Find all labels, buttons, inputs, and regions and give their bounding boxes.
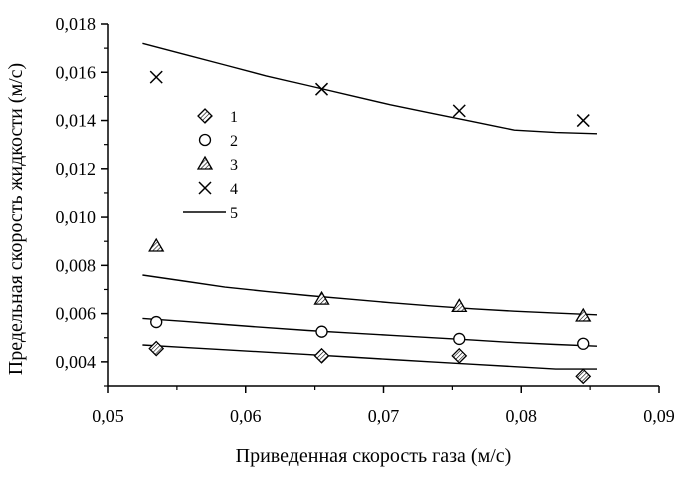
fit-line bbox=[142, 42, 598, 135]
legend-label: 2 bbox=[230, 133, 238, 150]
data-point-series-4 bbox=[576, 114, 590, 128]
tick-labels: 0,05 0,06 0,07 0,08 0,09 0,004 0,006 0,008 0,010… bbox=[56, 14, 675, 426]
data-point-series-4 bbox=[149, 70, 163, 84]
data-point-series-3 bbox=[451, 298, 468, 313]
data-point-series-1 bbox=[575, 368, 592, 385]
legend-label: 3 bbox=[230, 157, 238, 174]
legend: 1 2 3 4 5 bbox=[183, 108, 238, 222]
data-point-series-1 bbox=[451, 347, 468, 364]
data-points bbox=[148, 70, 592, 385]
y-tick-label: 0,014 bbox=[56, 111, 97, 131]
legend-label: 4 bbox=[230, 181, 238, 198]
data-point-series-3 bbox=[313, 290, 330, 305]
data-point-series-2 bbox=[150, 315, 163, 329]
legend-marker-1 bbox=[197, 108, 213, 124]
legend-label: 5 bbox=[230, 205, 238, 222]
fit-line bbox=[142, 344, 597, 370]
y-tick-label: 0,018 bbox=[56, 14, 97, 34]
fit-line bbox=[142, 317, 598, 347]
x-tick-label: 0,07 bbox=[368, 406, 400, 426]
legend-marker-3 bbox=[196, 155, 214, 170]
axes bbox=[101, 23, 660, 393]
y-tick-label: 0,004 bbox=[56, 352, 97, 372]
y-tick-label: 0,012 bbox=[56, 159, 97, 179]
data-point-series-4 bbox=[314, 82, 329, 96]
x-tick-label: 0,08 bbox=[506, 406, 538, 426]
x-tick-label: 0,05 bbox=[92, 406, 124, 426]
data-point-series-4 bbox=[452, 104, 466, 118]
y-tick-label: 0,006 bbox=[56, 304, 97, 324]
legend-marker-2 bbox=[198, 133, 212, 147]
legend-label: 1 bbox=[230, 109, 238, 126]
data-point-series-3 bbox=[575, 307, 592, 322]
data-point-series-1 bbox=[148, 340, 165, 357]
fit-lines bbox=[142, 42, 598, 370]
fit-line bbox=[142, 274, 598, 316]
y-tick-label: 0,010 bbox=[56, 207, 97, 227]
y-tick-label: 0,016 bbox=[56, 62, 97, 82]
x-tick-label: 0,09 bbox=[643, 406, 675, 426]
data-point-series-3 bbox=[148, 237, 165, 252]
legend-marker-4 bbox=[198, 181, 212, 195]
x-axis-title: Приведенная скорость газа (м/с) bbox=[236, 445, 512, 467]
y-axis-title: Предельная скорость жидкости (м/с) bbox=[5, 63, 27, 375]
data-point-series-2 bbox=[453, 332, 466, 346]
data-point-series-1 bbox=[313, 347, 330, 364]
x-tick-label: 0,06 bbox=[230, 406, 262, 426]
data-point-series-2 bbox=[577, 337, 590, 350]
data-point-series-2 bbox=[315, 325, 328, 338]
y-tick-label: 0,008 bbox=[56, 255, 97, 275]
